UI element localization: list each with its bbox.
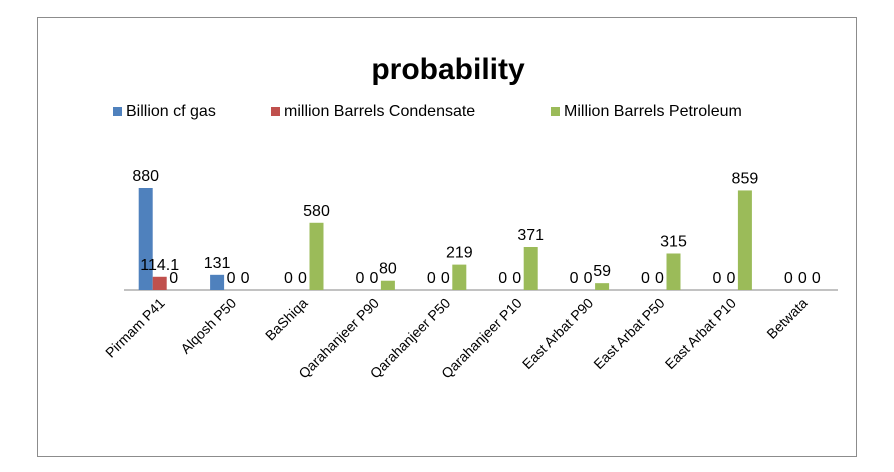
data-label-million-barrels-petroleum-qarahanjeer-p90: 80: [379, 261, 397, 278]
bars: [138, 188, 752, 290]
data-label-million-barrels-condensate-alqosh-p50: 0: [227, 270, 236, 287]
bar-million-barrels-petroleum-qarahanjeer-p50: [452, 264, 467, 290]
x-tick-east-arbat-p50: East Arbat P50: [590, 295, 668, 373]
data-label-billion-cf-gas-qarahanjeer-p50: 0: [427, 270, 436, 287]
bar-billion-cf-gas-alqosh-p50: [210, 274, 225, 290]
chart-frame: probability Billion cf gas million Barrel…: [37, 17, 857, 457]
legend-label: Billion cf gas: [126, 103, 216, 120]
data-label-billion-cf-gas-east-arbat-p10: 0: [712, 270, 721, 287]
chart-svg: probability Billion cf gas million Barrel…: [102, 53, 838, 382]
x-tick-bashiqa: BaShiqa: [262, 295, 311, 344]
bar-million-barrels-condensate-pirmam-p41: [152, 276, 167, 290]
data-label-million-barrels-condensate-east-arbat-p10: 0: [726, 270, 735, 287]
legend: Billion cf gas million Barrels Condensate…: [113, 103, 742, 120]
x-tick-pirmam-p41: Pirmam P41: [102, 295, 168, 361]
data-label-million-barrels-petroleum-east-arbat-p50: 315: [660, 233, 687, 250]
bar-million-barrels-petroleum-east-arbat-p50: [666, 253, 681, 290]
legend-swatch: [113, 107, 122, 116]
legend-swatch: [271, 107, 280, 116]
data-label-million-barrels-condensate-qarahanjeer-p90: 0: [369, 270, 378, 287]
data-label-million-barrels-petroleum-betwata: 0: [812, 270, 821, 287]
legend-item-million-barrels-condensate: million Barrels Condensate: [271, 103, 475, 120]
data-label-million-barrels-petroleum-alqosh-p50: 0: [241, 270, 250, 287]
x-tick-east-arbat-p10: East Arbat P10: [662, 295, 740, 373]
bar-million-barrels-petroleum-qarahanjeer-p90: [380, 280, 395, 290]
data-label-billion-cf-gas-east-arbat-p50: 0: [641, 270, 650, 287]
data-label-million-barrels-condensate-betwata: 0: [798, 270, 807, 287]
data-label-million-barrels-petroleum-east-arbat-p90: 59: [593, 263, 611, 280]
bar-billion-cf-gas-pirmam-p41: [138, 188, 153, 290]
data-label-million-barrels-condensate-bashiqa: 0: [298, 270, 307, 287]
bar-million-barrels-petroleum-bashiqa: [309, 222, 324, 290]
legend-label: million Barrels Condensate: [284, 103, 475, 120]
bar-million-barrels-petroleum-qarahanjeer-p10: [523, 246, 538, 290]
data-label-billion-cf-gas-pirmam-p41: 880: [132, 168, 159, 185]
data-label-billion-cf-gas-alqosh-p50: 131: [204, 255, 231, 272]
legend-item-billion-cf-gas: Billion cf gas: [113, 103, 216, 120]
data-label-million-barrels-condensate-east-arbat-p90: 0: [584, 270, 593, 287]
data-label-million-barrels-condensate-east-arbat-p50: 0: [655, 270, 664, 287]
x-tick-betwata: Betwata: [763, 295, 810, 342]
data-label-billion-cf-gas-bashiqa: 0: [284, 270, 293, 287]
legend-swatch: [551, 107, 560, 116]
data-label-billion-cf-gas-east-arbat-p90: 0: [570, 270, 579, 287]
legend-item-million-barrels-petroleum: Million Barrels Petroleum: [551, 103, 742, 120]
data-label-million-barrels-petroleum-pirmam-p41: 0: [169, 270, 178, 287]
data-label-million-barrels-petroleum-east-arbat-p10: 859: [732, 170, 759, 187]
data-label-billion-cf-gas-betwata: 0: [784, 270, 793, 287]
data-label-million-barrels-condensate-qarahanjeer-p10: 0: [512, 270, 521, 287]
x-tick-east-arbat-p90: East Arbat P90: [519, 295, 597, 373]
data-label-billion-cf-gas-qarahanjeer-p90: 0: [355, 270, 364, 287]
x-tick-alqosh-p50: Alqosh P50: [177, 295, 239, 357]
data-label-million-barrels-condensate-qarahanjeer-p50: 0: [441, 270, 450, 287]
data-label-million-barrels-condensate-pirmam-p41: 114.1: [140, 257, 179, 274]
data-label-million-barrels-petroleum-qarahanjeer-p50: 219: [446, 245, 473, 262]
chart-title: probability: [371, 53, 525, 86]
bar-million-barrels-petroleum-east-arbat-p10: [737, 190, 752, 290]
legend-label: Million Barrels Petroleum: [564, 103, 742, 120]
data-label-billion-cf-gas-qarahanjeer-p10: 0: [498, 270, 507, 287]
data-label-million-barrels-petroleum-qarahanjeer-p10: 371: [517, 227, 544, 244]
bar-million-barrels-petroleum-east-arbat-p90: [595, 283, 610, 290]
data-label-million-barrels-petroleum-bashiqa: 580: [303, 203, 330, 220]
